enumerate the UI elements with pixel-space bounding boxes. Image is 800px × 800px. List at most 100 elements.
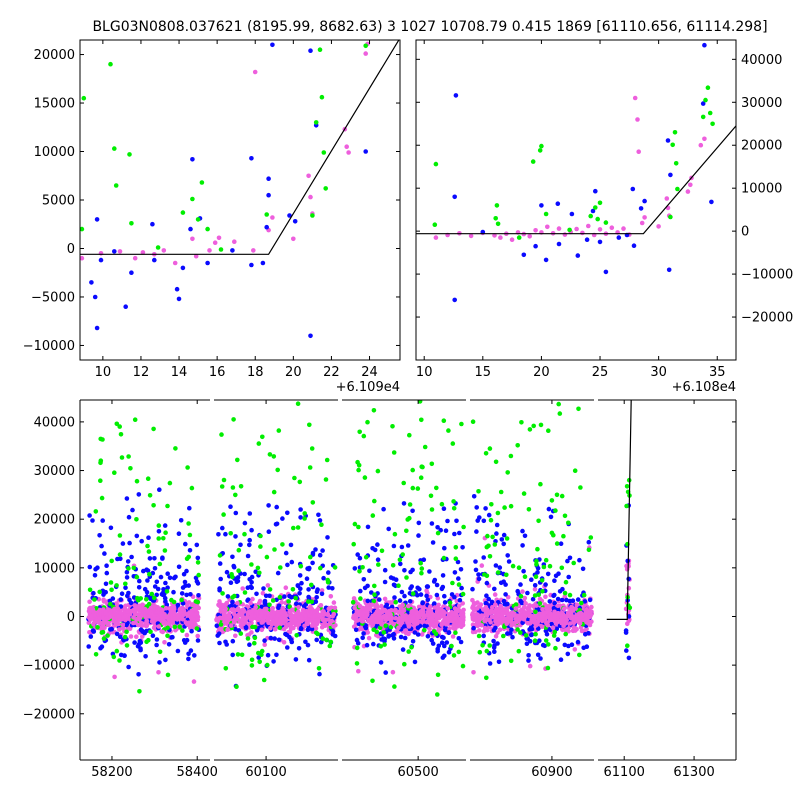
magenta-point [532,615,537,620]
blue-point [150,633,156,638]
magenta-point [270,605,276,611]
magenta-point [137,608,143,613]
green-point [707,110,713,116]
blue-point [369,590,374,595]
magenta-point [436,606,442,612]
green-point [236,568,241,573]
magenta-point [128,609,134,614]
blue-point [543,257,549,263]
green-point [504,572,509,578]
blue-point [317,552,323,558]
blue-point [631,243,637,248]
green-point [576,406,581,412]
blue-point [590,208,596,214]
green-point [249,657,255,663]
magenta-point [471,670,476,675]
green-point [557,411,563,416]
magenta-point [374,609,380,614]
green-point [272,547,277,552]
green-point [435,692,440,697]
blue-point [132,640,137,645]
green-point [559,565,565,571]
blue-point [398,634,404,640]
green-point [459,421,464,427]
magenta-point [393,615,399,621]
blue-point [186,651,191,657]
green-point [391,450,397,455]
blue-point [184,568,189,574]
green-point [456,649,462,655]
x-tick-label: 58200 [91,765,132,780]
blue-point [476,572,481,577]
magenta-point [312,613,318,619]
y-tick-label: 40000 [741,53,782,68]
blue-point [94,217,100,222]
green-point [522,574,528,579]
magenta-point [492,592,498,597]
magenta-point [296,621,301,627]
magenta-point [487,610,493,615]
blue-point [452,570,458,575]
green-point [111,654,117,660]
green-point [109,587,114,593]
magenta-point [544,621,549,626]
magenta-point [161,248,167,253]
blue-point [556,571,561,576]
y-tick-label: 0 [67,242,75,257]
blue-point [270,42,275,48]
magenta-point [458,619,463,624]
green-point [498,489,504,495]
blue-point [130,507,135,513]
green-point [148,629,153,635]
magenta-point [561,623,566,629]
blue-point [402,593,407,599]
green-point [705,85,711,90]
blue-point [400,647,406,652]
blue-point [491,645,497,650]
blue-point [361,577,367,582]
blue-point [305,566,310,571]
blue-point [90,518,95,523]
magenta-point [589,604,594,610]
green-point [219,432,224,437]
green-point [122,634,128,640]
magenta-point [379,603,384,609]
blue-point [158,574,164,580]
blue-point [280,516,285,521]
blue-point [179,591,185,596]
green-point [392,684,397,689]
green-point [132,417,138,423]
green-point [161,536,166,541]
blue-point [247,537,252,543]
blue-point [492,586,497,592]
magenta-point [262,610,268,615]
magenta-point [553,621,558,626]
green-point [428,493,434,499]
magenta-point [259,612,264,618]
blue-point [365,524,371,530]
green-point [494,203,500,208]
magenta-point [583,611,588,617]
green-point [441,555,447,561]
magenta-point [567,621,573,626]
green-point [176,388,181,393]
magenta-point [190,236,195,242]
green-point [117,424,122,429]
blue-point [297,573,303,578]
magenta-point [470,611,476,616]
blue-point [189,628,194,634]
blue-point [218,576,223,582]
blue-point [530,596,536,602]
y-tick-label: 20000 [741,139,782,154]
green-point [477,649,483,655]
green-point [541,564,547,570]
green-point [323,186,329,191]
blue-point [182,640,188,645]
blue-point [146,535,151,540]
magenta-point [432,605,438,610]
blue-point [552,592,557,598]
green-point [239,652,245,658]
blue-point [308,333,313,339]
magenta-point [431,613,437,618]
magenta-point [117,249,123,254]
